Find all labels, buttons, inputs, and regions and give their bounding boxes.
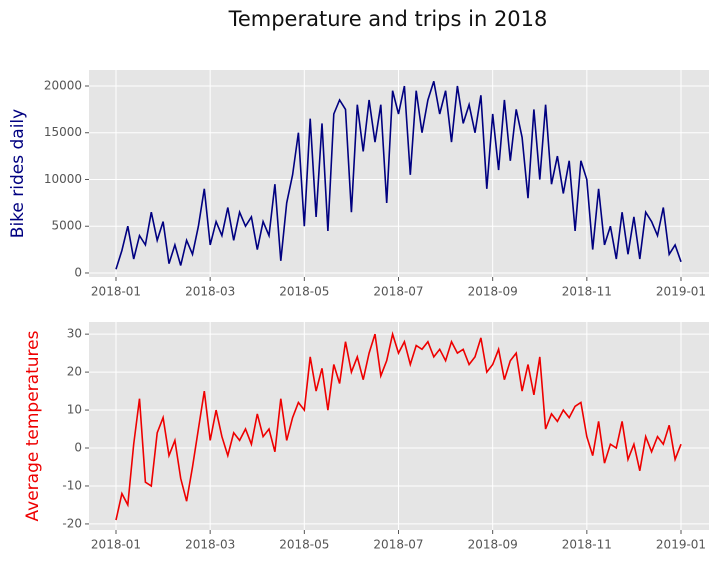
x-tick-label: 2018-05 (279, 285, 329, 299)
y-tick-label: 10 (67, 403, 82, 417)
x-tick-label: 2018-01 (91, 285, 141, 299)
y-tick-label: 0 (74, 441, 82, 455)
x-tick-label: 2018-09 (468, 285, 518, 299)
y-tick-label: 20000 (44, 78, 82, 92)
x-tick-label: 2018-03 (185, 285, 235, 299)
y-tick-label: 0 (74, 265, 82, 279)
x-tick-label: 2018-09 (468, 538, 518, 552)
x-tick-label: 2018-01 (91, 538, 141, 552)
x-tick-label: 2018-07 (373, 285, 423, 299)
y-tick-label: 20 (67, 365, 82, 379)
x-tick-label: 2018-11 (562, 285, 612, 299)
data-line (115, 330, 682, 521)
y-tick-label: 10000 (44, 172, 82, 186)
x-tick-label: 2018-07 (373, 538, 423, 552)
x-tick-label: 2019-01 (656, 538, 706, 552)
y-tick-label: 15000 (44, 125, 82, 139)
y-axis-label: Average temperatures (23, 330, 43, 521)
x-tick-label: 2018-03 (185, 538, 235, 552)
y-tick-label: 30 (67, 327, 82, 341)
y-tick-label: -10 (62, 478, 82, 492)
data-line (115, 81, 682, 270)
figure-title: Temperature and trips in 2018 (228, 7, 548, 31)
x-tick-label: 2018-05 (279, 538, 329, 552)
x-tick-label: 2019-01 (656, 285, 706, 299)
y-tick-label: -20 (62, 516, 82, 530)
x-tick-label: 2018-11 (562, 538, 612, 552)
y-axis-label: Bike rides daily (8, 109, 28, 238)
y-tick-label: 5000 (51, 219, 82, 233)
